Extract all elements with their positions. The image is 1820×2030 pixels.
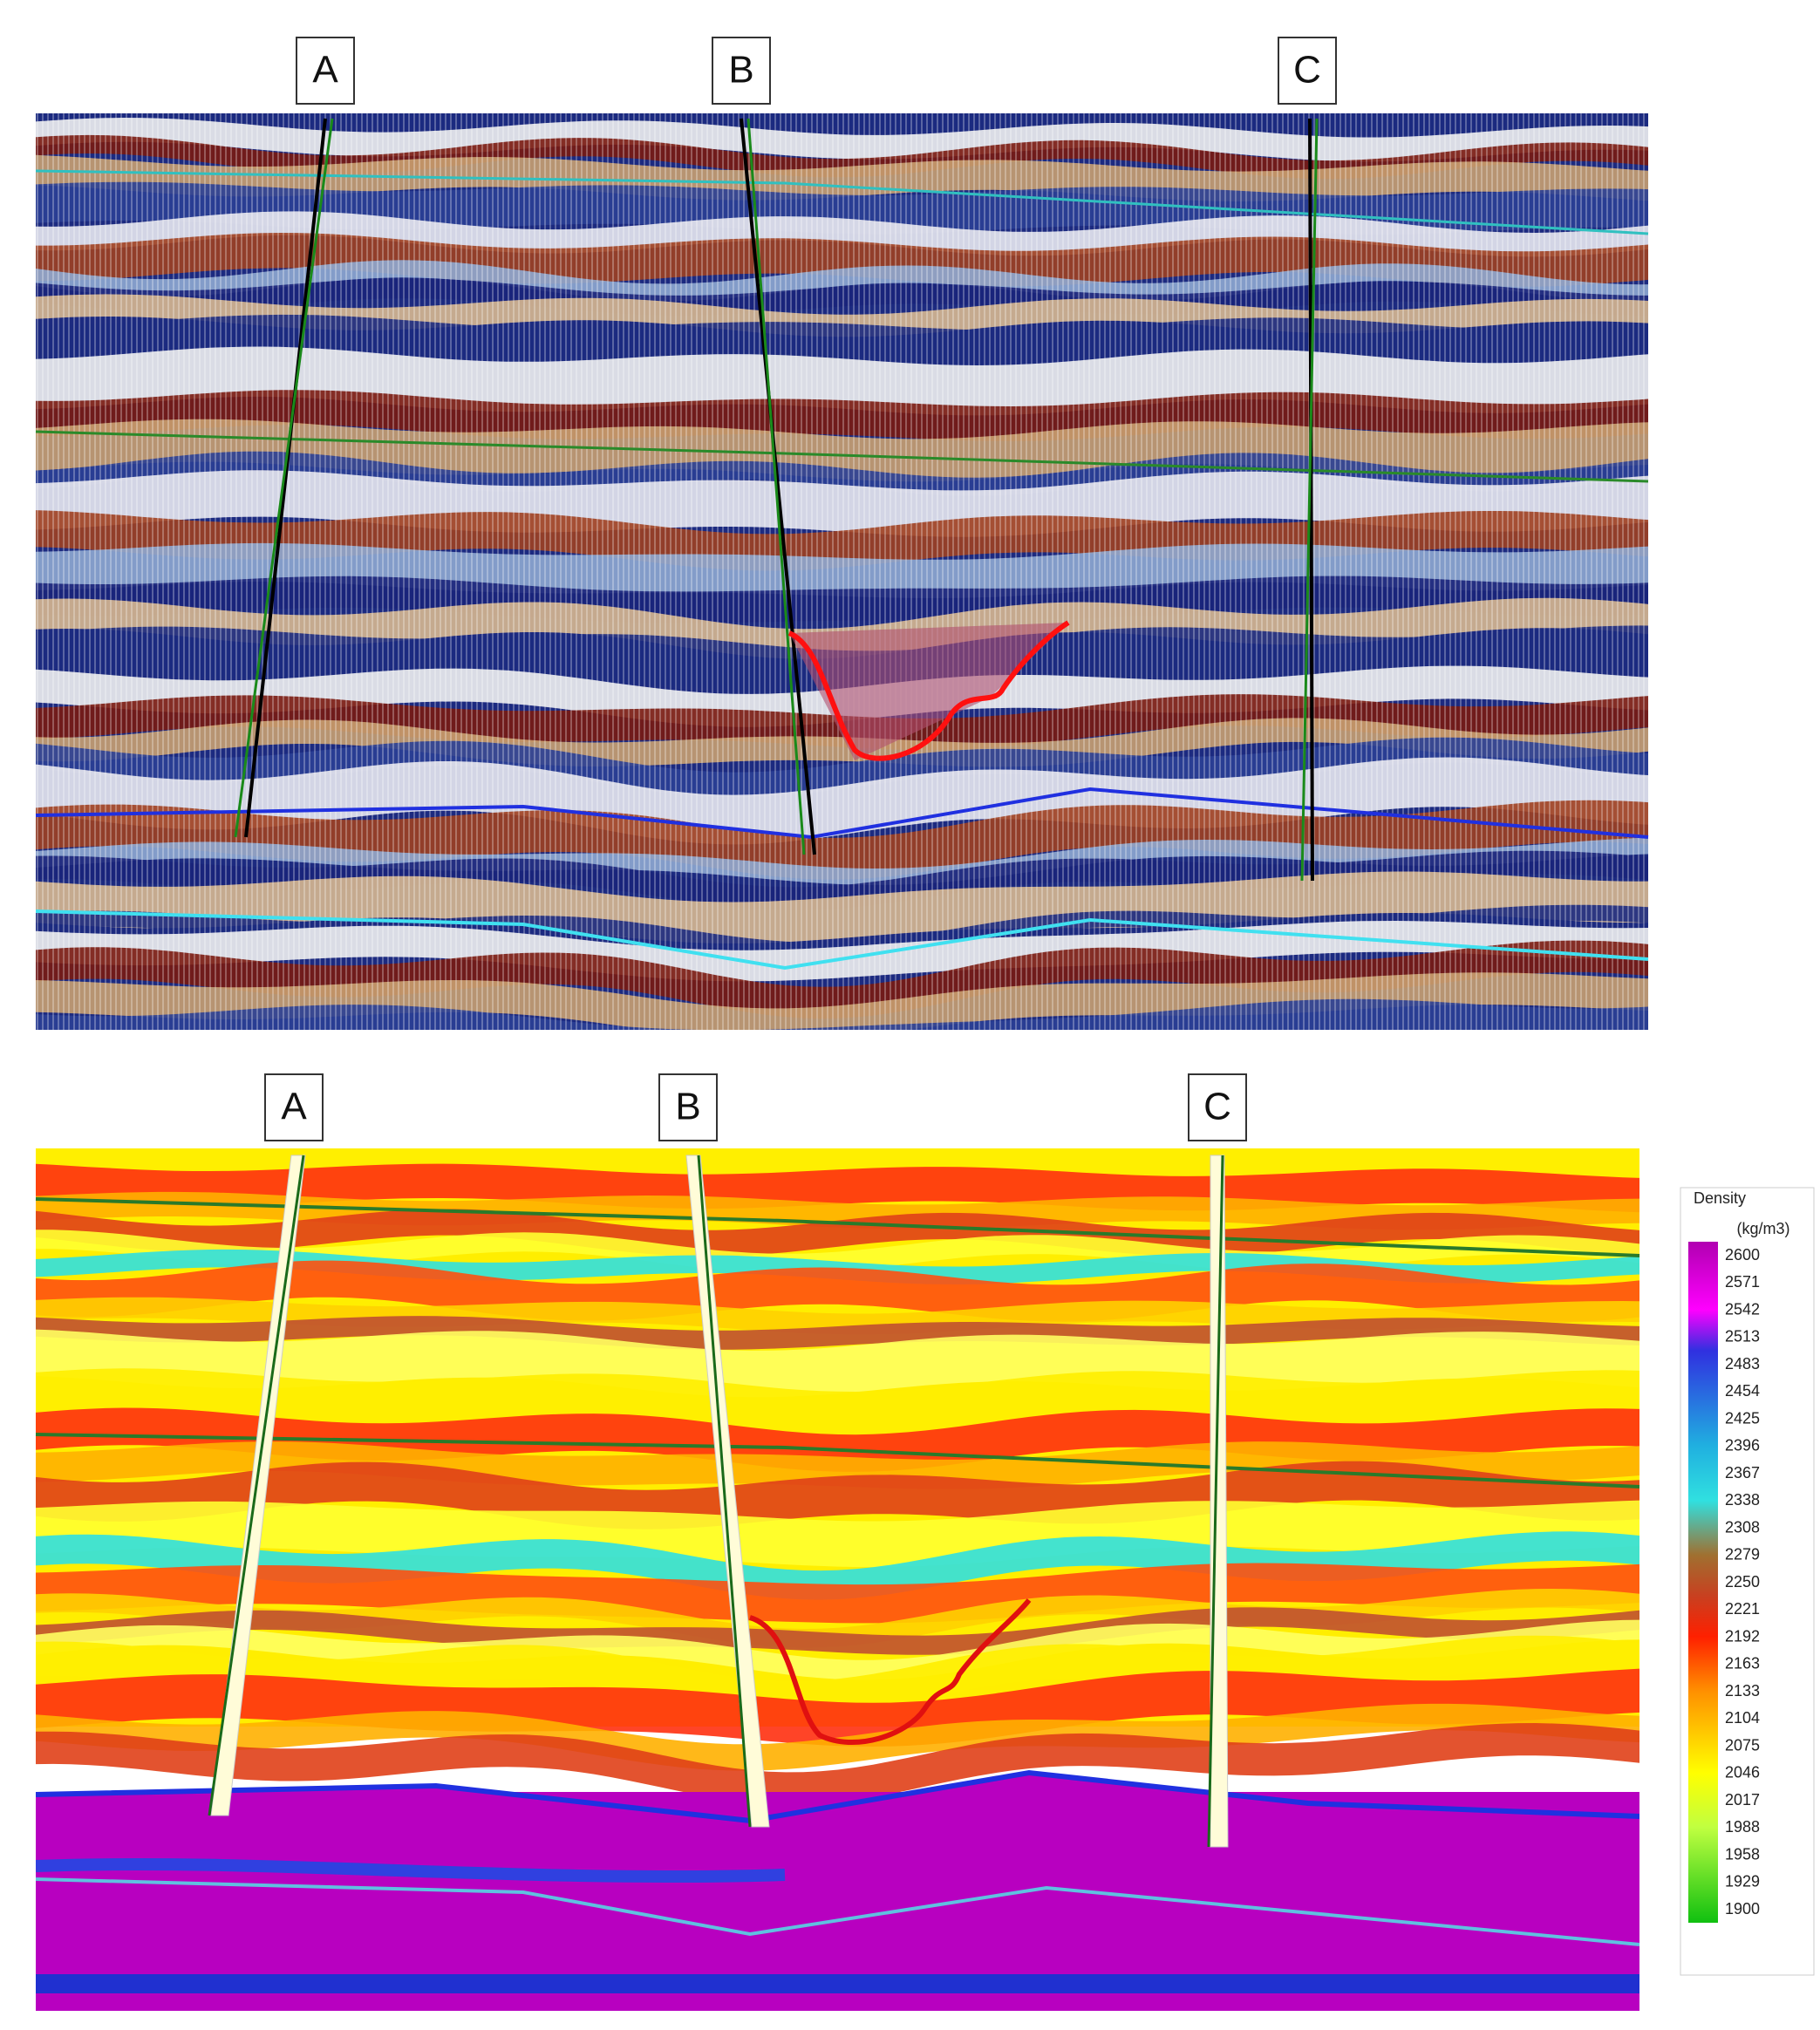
horizon [35,169,1649,235]
band [36,1209,1639,1257]
well-label-box [1188,1073,1247,1141]
colorbar-unit: (kg/m3) [1736,1220,1789,1237]
density-section [36,1148,1639,2011]
colorbar-labels: 2600 2571 2542 2513 2483 2454 2425 2396 2367 2338… [1725,1246,1760,1918]
band [36,1635,1639,1716]
colorbar-label: 2513 [1725,1328,1760,1345]
well-label: A [281,1086,307,1128]
well-label: B [675,1086,700,1128]
colorbar-label: 2338 [1725,1491,1760,1509]
anomaly-outline [787,620,1070,761]
well-label: B [728,49,753,92]
blue-streak [36,1857,786,1884]
band [36,1316,1639,1350]
colorbar-label: 2192 [1725,1627,1760,1645]
colorbar-label: 2396 [1725,1437,1760,1454]
colorbar-label: 1900 [1725,1900,1760,1918]
anomaly-fill [789,623,1068,760]
boundary [36,1769,1639,1824]
well-track [1210,1155,1229,1848]
wiggle-texture [36,113,1648,1030]
well-label-box [264,1073,324,1141]
colorbar-label: 2454 [1725,1382,1760,1400]
band [36,1589,1639,1648]
well-track [210,1155,306,1816]
well-log [208,1155,305,1816]
band [36,1723,1639,1805]
band [36,1619,1639,1680]
colorbar-label: 2542 [1725,1300,1760,1318]
well-label-box [296,37,355,105]
well-log [697,1155,752,1828]
well-path [1308,118,1314,882]
well-label: C [1293,49,1321,92]
colorbar-label: 2221 [1725,1600,1760,1618]
horizon [35,430,1649,483]
horizon [35,1433,1640,1488]
well-path [740,118,816,855]
colorbar-label: 2075 [1725,1736,1760,1754]
well-label: A [312,49,338,92]
well-log [746,118,806,855]
seismic-section [36,113,1648,1030]
colorbar-label: 2308 [1725,1518,1760,1536]
colorbar-label: 2104 [1725,1709,1760,1727]
colorbar-label: 2571 [1725,1273,1760,1291]
well-log [1207,1155,1224,1848]
colorbar-ramp [1688,1242,1718,1923]
colorbar-label: 2279 [1725,1546,1760,1563]
horizon [35,909,1649,971]
well-track [685,1155,770,1828]
colorbar-label: 2250 [1725,1573,1760,1591]
band [36,1531,1639,1600]
colorbar-label: 1958 [1725,1845,1760,1863]
colorbar-label: 2017 [1725,1791,1760,1809]
colorbar-title: Density [1694,1189,1746,1207]
band [36,1607,1639,1655]
well-label-box [712,37,771,105]
band [36,1461,1639,1529]
colorbar-label: 2367 [1725,1464,1760,1482]
colorbar-label: 2046 [1725,1764,1760,1781]
colorbar-label: 2600 [1725,1246,1760,1264]
high-density-top [36,1775,1639,1840]
well-label: C [1203,1086,1231,1128]
well-label-box [658,1073,718,1141]
colorbar-label: 1929 [1725,1873,1760,1890]
colorbar-label: 2425 [1725,1409,1760,1427]
overlay: A B C A B C [35,37,1649,1946]
colorbar-label: 2483 [1725,1355,1760,1373]
colorbar-label: 2133 [1725,1682,1760,1700]
well-label-box [1278,37,1337,105]
band [36,1260,1639,1322]
horizon [35,1877,1640,1946]
well-log [1300,118,1319,882]
well-log [234,118,334,838]
anomaly-outline [748,1598,1032,1745]
well-path [244,118,327,838]
band [36,1703,1639,1771]
colorbar-label: 1988 [1725,1818,1760,1836]
colorbar-label: 2163 [1725,1655,1760,1672]
